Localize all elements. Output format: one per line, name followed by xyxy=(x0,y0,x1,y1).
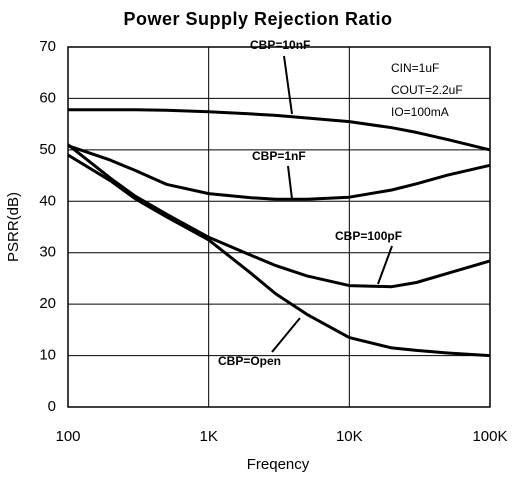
leader-line xyxy=(271,317,301,353)
y-tick-label: 0 xyxy=(48,398,56,415)
series-label: CBP=Open xyxy=(218,354,281,368)
y-tick-label: 70 xyxy=(39,38,56,55)
x-tick-label: 10K xyxy=(336,428,363,445)
series-line xyxy=(67,153,491,358)
x-tick-label: 1K xyxy=(199,428,217,445)
plot-frame xyxy=(67,46,491,408)
series-label: CBP=1nF xyxy=(252,149,306,163)
x-tick-label: 100K xyxy=(472,428,507,445)
leader-lines xyxy=(271,55,393,353)
leader-line xyxy=(287,165,293,200)
leader-line xyxy=(377,245,393,285)
series-line xyxy=(68,108,491,152)
annotation: COUT=2.2uF xyxy=(391,83,463,97)
series-line xyxy=(67,143,491,289)
leader-line xyxy=(283,55,293,115)
annotation: CIN=1uF xyxy=(391,61,439,75)
series-line xyxy=(67,144,491,201)
chart-title: Power Supply Rejection Ratio xyxy=(123,9,392,29)
y-tick-label: 10 xyxy=(39,347,56,364)
y-axis-label: PSRR(dB) xyxy=(5,192,22,262)
series-label: CBP=10nF xyxy=(250,38,310,52)
y-tick-label: 60 xyxy=(39,89,56,106)
y-tick-label: 20 xyxy=(39,295,56,312)
y-tick-label: 40 xyxy=(39,192,56,209)
x-axis-label: Freqency xyxy=(247,456,310,473)
x-tick-label: 100 xyxy=(55,428,80,445)
y-tick-label: 30 xyxy=(39,244,56,261)
y-tick-label: 50 xyxy=(39,141,56,158)
series-label: CBP=100pF xyxy=(335,229,402,243)
annotation: IO=100mA xyxy=(391,105,449,119)
